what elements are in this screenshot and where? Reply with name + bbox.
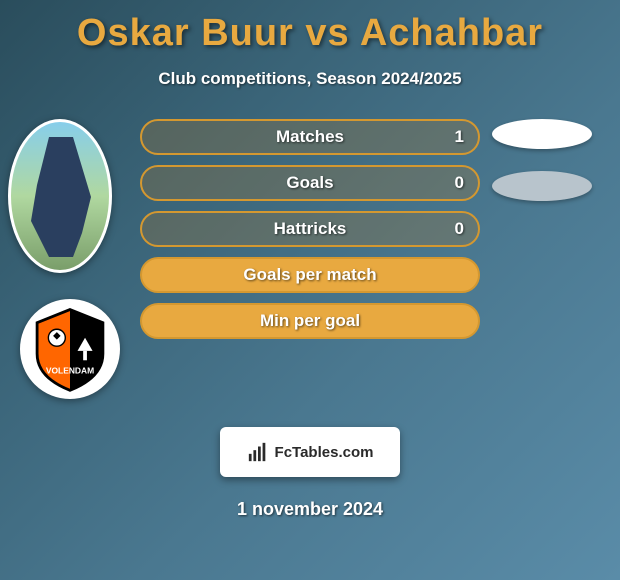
stat-bar-min-per-goal: Min per goal: [140, 303, 480, 339]
date-text: 1 november 2024: [0, 499, 620, 520]
stat-label: Goals: [286, 173, 333, 193]
stat-value: 0: [455, 173, 464, 193]
stat-bar-matches: Matches 1: [140, 119, 480, 155]
stat-value: 1: [455, 127, 464, 147]
stat-label: Hattricks: [274, 219, 347, 239]
stat-value: 0: [455, 219, 464, 239]
stat-bar-goals: Goals 0: [140, 165, 480, 201]
stats-column: Matches 1 Goals 0 Hattricks 0 Goals per …: [140, 119, 480, 349]
stats-area: VOLENDAM Matches 1 Goals 0 Hattricks 0 G…: [0, 119, 620, 379]
right-ovals: [492, 119, 602, 223]
stat-bar-hattricks: Hattricks 0: [140, 211, 480, 247]
stat-label: Matches: [276, 127, 344, 147]
stat-bar-goals-per-match: Goals per match: [140, 257, 480, 293]
stat-label: Goals per match: [243, 265, 376, 285]
player-left-photo: [8, 119, 112, 273]
player-right-oval-1: [492, 119, 592, 149]
season-subtitle: Club competitions, Season 2024/2025: [0, 69, 620, 89]
comparison-title: Oskar Buur vs Achahbar: [0, 0, 620, 55]
chart-icon: [247, 441, 269, 463]
player-right-oval-2: [492, 171, 592, 201]
club-badge: VOLENDAM: [20, 299, 120, 399]
brand-card: FcTables.com: [220, 427, 400, 477]
brand-text: FcTables.com: [275, 444, 374, 461]
stat-label: Min per goal: [260, 311, 360, 331]
svg-text:VOLENDAM: VOLENDAM: [46, 365, 94, 375]
